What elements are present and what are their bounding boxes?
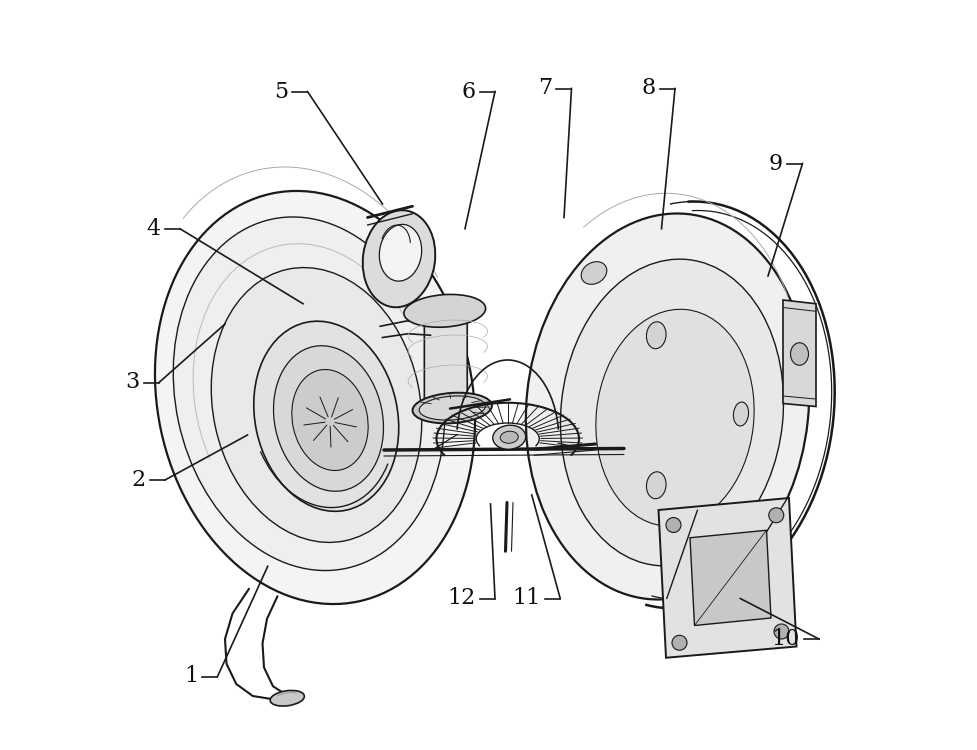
Ellipse shape: [270, 691, 304, 706]
Ellipse shape: [773, 624, 788, 639]
Ellipse shape: [646, 472, 665, 499]
Ellipse shape: [671, 635, 686, 650]
Text: 6: 6: [461, 80, 475, 103]
Text: 5: 5: [274, 80, 287, 103]
Ellipse shape: [595, 309, 753, 526]
Ellipse shape: [412, 393, 491, 423]
Ellipse shape: [404, 295, 486, 327]
Ellipse shape: [500, 431, 518, 443]
Ellipse shape: [733, 402, 747, 426]
Ellipse shape: [789, 343, 808, 365]
Ellipse shape: [580, 262, 606, 284]
Ellipse shape: [492, 425, 526, 449]
Ellipse shape: [419, 396, 485, 420]
Text: 4: 4: [147, 217, 160, 240]
Ellipse shape: [379, 224, 421, 281]
Polygon shape: [658, 498, 795, 658]
Text: 10: 10: [770, 628, 798, 650]
Polygon shape: [690, 530, 770, 626]
Ellipse shape: [646, 322, 665, 349]
Text: 1: 1: [184, 665, 197, 688]
Ellipse shape: [362, 210, 435, 308]
Ellipse shape: [526, 214, 808, 599]
Ellipse shape: [560, 260, 783, 566]
Ellipse shape: [665, 518, 680, 532]
Text: 8: 8: [641, 77, 655, 100]
Polygon shape: [424, 307, 467, 413]
Text: 9: 9: [768, 152, 783, 175]
Text: 11: 11: [512, 587, 540, 610]
Ellipse shape: [768, 508, 783, 523]
Ellipse shape: [274, 346, 383, 491]
Ellipse shape: [211, 268, 421, 542]
Text: 12: 12: [446, 587, 475, 610]
Ellipse shape: [291, 370, 367, 470]
Ellipse shape: [154, 191, 475, 604]
Text: 3: 3: [125, 371, 140, 394]
Ellipse shape: [253, 321, 399, 512]
Polygon shape: [783, 300, 815, 406]
Text: 2: 2: [131, 469, 146, 491]
Text: 7: 7: [537, 77, 551, 100]
Ellipse shape: [173, 217, 445, 571]
